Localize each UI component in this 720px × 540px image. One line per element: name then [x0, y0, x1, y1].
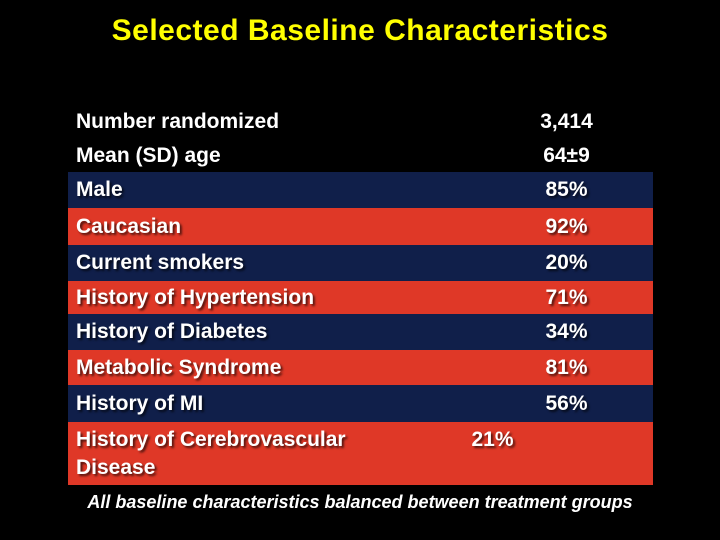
row-label: Number randomized — [76, 110, 280, 133]
slide-title: Selected Baseline Characteristics — [111, 14, 609, 47]
row-value: 56% — [545, 391, 588, 415]
footer-note: All baseline characteristics balanced be… — [87, 492, 633, 512]
table-row: Number randomized 3,414 — [68, 105, 653, 139]
row-label: Current smokers — [76, 251, 245, 274]
table-row: History of Cerebrovascular Disease 21% — [68, 422, 653, 485]
row-value: 3,414 — [540, 110, 593, 133]
table-row: Mean (SD) age 64±9 — [68, 139, 653, 172]
row-value: 21% — [471, 428, 514, 451]
table-row: Male 85% — [68, 172, 653, 208]
row-label: History of Cerebrovascular Disease — [76, 428, 346, 479]
row-label: Caucasian — [76, 214, 182, 238]
baseline-characteristics-table: Number randomized 3,414 Mean (SD) age 64… — [68, 105, 653, 485]
row-value: 92% — [545, 214, 588, 238]
row-label: History of Diabetes — [76, 320, 268, 343]
row-label: Metabolic Syndrome — [76, 355, 282, 379]
table-row: History of Diabetes 34% — [68, 314, 653, 350]
row-value: 20% — [545, 251, 588, 274]
row-value: 85% — [545, 178, 588, 201]
table-row: History of MI 56% — [68, 385, 653, 422]
row-label: History of Hypertension — [76, 285, 315, 309]
row-value: 64±9 — [543, 143, 590, 167]
table-row: Metabolic Syndrome 81% — [68, 350, 653, 385]
row-label: Male — [76, 178, 123, 201]
row-value: 34% — [545, 320, 588, 343]
table-row: Current smokers 20% — [68, 245, 653, 281]
table-row: Caucasian 92% — [68, 208, 653, 245]
row-value: 81% — [545, 355, 588, 379]
row-label: Mean (SD) age — [76, 143, 221, 167]
row-value: 71% — [545, 285, 588, 309]
row-label: History of MI — [76, 391, 204, 415]
table-row: History of Hypertension 71% — [68, 281, 653, 314]
